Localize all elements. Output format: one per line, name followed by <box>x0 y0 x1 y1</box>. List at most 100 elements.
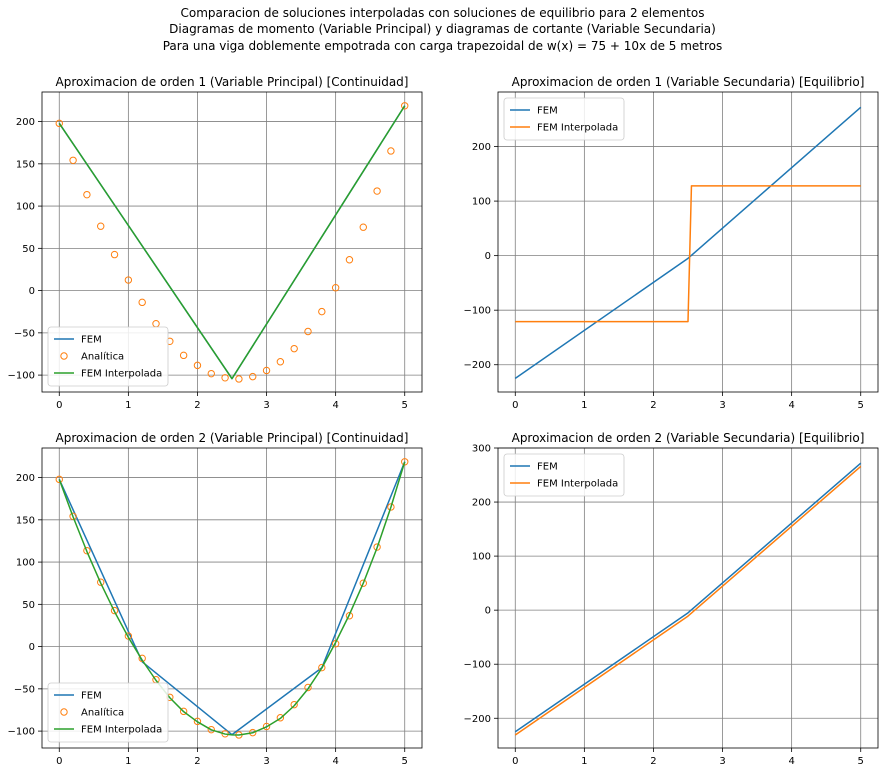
data-point <box>193 361 202 370</box>
series-line-2 <box>58 461 406 736</box>
y-tick-label: −100 <box>8 727 35 738</box>
data-point <box>179 351 188 360</box>
data-point <box>110 250 119 259</box>
data-point <box>318 307 326 316</box>
y-tick-label: 200 <box>16 473 35 484</box>
y-tick-label: −50 <box>14 684 35 695</box>
data-point <box>83 546 91 555</box>
x-tick-label: 3 <box>719 400 725 411</box>
y-tick-label: 0 <box>29 642 35 653</box>
legend-box <box>503 97 625 141</box>
data-point <box>401 102 409 110</box>
y-tick-label: 50 <box>22 600 35 611</box>
data-point <box>110 606 119 615</box>
x-tick-label: 1 <box>125 756 131 767</box>
data-point <box>304 683 312 692</box>
y-tick-label: −100 <box>464 306 491 317</box>
data-point <box>179 707 188 716</box>
legend: FEM Analítica FEM Interpolada <box>47 682 169 743</box>
data-point <box>193 717 202 726</box>
x-tick-label: 4 <box>788 756 794 767</box>
data-point <box>276 714 285 722</box>
series-line-0 <box>514 106 862 379</box>
legend-entry: FEM Interpolada <box>537 123 618 134</box>
legend-entry: FEM <box>81 691 102 702</box>
y-tick-label: 100 <box>472 197 491 208</box>
y-tick-label: −200 <box>464 714 491 725</box>
y-tick-label: −200 <box>464 360 491 371</box>
suptitle-line-3: Para una viga doblemente empotrada con c… <box>163 39 723 53</box>
axes-frame <box>41 447 423 749</box>
subplot-order2-secundaria: 0 1 2 3 4 5 −200 −100 0 100 200 300 Aproximacion de … <box>464 431 879 767</box>
data-point <box>83 190 91 199</box>
legend-entry: FEM Interpolada <box>81 369 162 380</box>
data-point <box>235 375 243 383</box>
subplot-title: Aproximacion de orden 1 (Variable Secund… <box>512 75 865 89</box>
subplot-title: Aproximacion de orden 2 (Variable Secund… <box>512 431 865 445</box>
y-tick-label: −50 <box>14 328 35 339</box>
plot-area <box>514 106 862 379</box>
data-point <box>69 512 77 520</box>
series-line-2 <box>58 105 406 380</box>
legend-entry: FEM Interpolada <box>81 725 162 736</box>
subplot-title: Aproximacion de orden 1 (Variable Princi… <box>56 75 409 89</box>
legend-entry: FEM <box>537 462 558 473</box>
data-point <box>304 327 312 336</box>
data-point <box>55 475 63 484</box>
data-point <box>331 640 340 648</box>
legend-entry: Analítica <box>81 351 124 363</box>
data-point <box>262 366 271 375</box>
x-tick-label: 3 <box>719 756 725 767</box>
data-point <box>69 156 77 164</box>
y-tick-label: 100 <box>16 558 35 569</box>
data-point <box>138 654 146 663</box>
data-point <box>207 725 215 734</box>
y-tick-label: −100 <box>8 371 35 382</box>
data-point <box>262 722 271 731</box>
legend-entry: FEM <box>537 106 558 117</box>
data-point <box>387 147 395 155</box>
x-tick-label: 2 <box>194 756 200 767</box>
data-point <box>221 374 229 382</box>
x-tick-label: 0 <box>512 756 518 767</box>
x-tick-label: 2 <box>650 400 656 411</box>
y-tick-label: 0 <box>485 251 491 262</box>
data-point <box>124 632 133 640</box>
data-point <box>290 344 298 353</box>
plot-area <box>55 458 409 739</box>
data-point <box>318 663 326 672</box>
axes-background <box>498 448 878 748</box>
data-point <box>249 372 257 381</box>
y-tick-label: 150 <box>16 515 35 526</box>
legend-swatch-marker <box>60 708 68 716</box>
y-tick-label: 0 <box>485 606 491 617</box>
x-tick-label: 0 <box>56 400 62 411</box>
data-point <box>401 458 409 466</box>
x-tick-label: 4 <box>788 400 794 411</box>
series-line-1 <box>514 465 862 736</box>
x-tick-label: 1 <box>125 400 131 411</box>
x-tick-label: 5 <box>402 756 408 767</box>
y-tick-label: 0 <box>29 286 35 297</box>
y-tick-label: 100 <box>472 552 491 563</box>
data-point <box>359 579 367 587</box>
y-tick-label: 100 <box>16 202 35 213</box>
data-point <box>331 284 340 292</box>
data-point <box>207 369 215 378</box>
data-point <box>387 503 395 511</box>
data-point <box>97 578 105 586</box>
x-tick-label: 4 <box>332 400 338 411</box>
x-tick-label: 1 <box>581 756 587 767</box>
x-tick-label: 5 <box>402 400 408 411</box>
data-point <box>124 276 133 284</box>
plot-area <box>55 102 409 383</box>
subplot-order2-principal: 0 1 2 3 4 5 −100 −50 0 50 100 150 200 Aproximacion de… <box>8 431 423 767</box>
legend-swatch-marker <box>60 352 68 360</box>
x-tick-label: 0 <box>512 400 518 411</box>
legend-box <box>503 453 625 497</box>
axes-frame <box>497 91 879 393</box>
data-point <box>290 700 298 709</box>
data-point <box>373 187 381 195</box>
axes-frame <box>497 447 879 749</box>
x-tick-label: 0 <box>56 756 62 767</box>
